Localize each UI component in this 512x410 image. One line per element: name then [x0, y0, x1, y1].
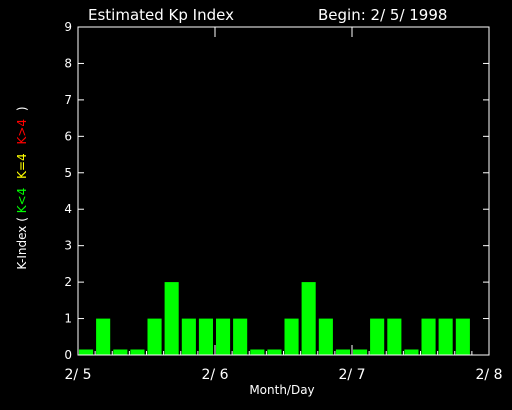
kp-bar	[181, 318, 196, 355]
y-tick-label: 0	[64, 348, 72, 362]
kp-bar	[387, 318, 402, 355]
y-axis-label-low: K<4	[15, 188, 29, 214]
kp-bar	[370, 318, 385, 355]
y-axis-label: K-Index ( K<4 K=4 K>4 )	[15, 106, 29, 269]
x-tick-label: 2/ 7	[339, 367, 366, 383]
y-tick-label: 6	[64, 129, 72, 143]
kp-bar	[164, 282, 179, 355]
y-tick-label: 9	[64, 20, 72, 34]
kp-bar	[216, 318, 231, 355]
kp-bar	[267, 349, 282, 355]
kp-bar	[335, 349, 350, 355]
chart-title: Estimated Kp Index	[88, 6, 234, 24]
axes-group: 0 1 2 3 4 5 6 7 8 9 2/ 5 2/ 6 2/ 7 2/ 8	[64, 20, 502, 383]
kp-bar	[250, 349, 265, 355]
kp-bar	[198, 318, 213, 355]
x-tick-label: 2/ 6	[202, 367, 229, 383]
y-axis-label-mid: K=4	[15, 153, 29, 179]
y-tick-label: 5	[64, 166, 72, 180]
kp-bar	[79, 349, 94, 355]
kp-bar	[318, 318, 333, 355]
y-axis-label-suffix: )	[15, 106, 29, 111]
plot-frame	[77, 26, 490, 356]
x-tick-label: 2/ 5	[65, 367, 92, 383]
bars-group	[79, 282, 470, 355]
y-axis-label-prefix: K-Index (	[15, 217, 29, 269]
chart-subtitle: Begin: 2/ 5/ 1998	[318, 6, 447, 24]
kp-bar	[455, 318, 470, 355]
kp-bar	[301, 282, 316, 355]
kp-bar	[353, 349, 368, 355]
y-tick-label: 4	[64, 202, 72, 216]
kp-bar	[233, 318, 248, 355]
x-tick-label: 2/ 8	[476, 367, 503, 383]
y-axis-label-high: K>4	[15, 119, 29, 145]
y-tick-label: 3	[64, 239, 72, 253]
kp-bar	[284, 318, 299, 355]
y-tick-label: 8	[64, 56, 72, 70]
kp-bar	[113, 349, 128, 355]
kp-bar	[421, 318, 436, 355]
y-tick-label: 7	[64, 93, 72, 107]
y-tick-label: 2	[64, 275, 72, 289]
y-tick-label: 1	[64, 312, 72, 326]
kp-bar	[404, 349, 419, 355]
kp-bar	[438, 318, 453, 355]
x-axis-label: Month/Day	[249, 383, 314, 397]
kp-bar	[130, 349, 145, 355]
kp-bar	[96, 318, 111, 355]
kp-bar	[147, 318, 162, 355]
